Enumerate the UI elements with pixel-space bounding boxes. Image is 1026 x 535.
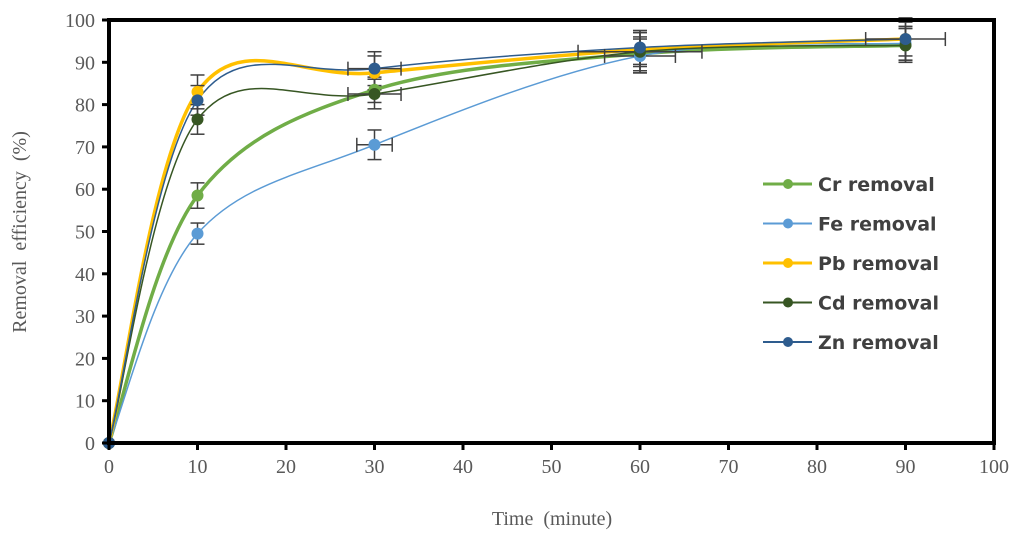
legend-swatch-marker bbox=[783, 337, 793, 347]
data-point-cd-removal bbox=[368, 88, 381, 101]
legend-item-cd-removal: Cd removal bbox=[763, 293, 939, 315]
y-axis-title: Removal efficiency (%) bbox=[9, 131, 31, 333]
series-line-fe-removal bbox=[108, 42, 906, 444]
y-tick-label: 10 bbox=[75, 391, 95, 413]
x-tick-label: 50 bbox=[542, 456, 562, 478]
x-axis-title: Time (minute) bbox=[492, 508, 612, 530]
y-tick-label: 80 bbox=[75, 95, 95, 117]
legend-label: Cd removal bbox=[818, 293, 939, 315]
series-line-cd-removal bbox=[108, 44, 906, 444]
y-tick-label: 100 bbox=[65, 10, 95, 32]
legend-item-pb-removal: Pb removal bbox=[763, 253, 939, 275]
x-tick-label: 60 bbox=[630, 456, 650, 478]
y-tick-label: 50 bbox=[75, 222, 95, 244]
data-point-cr-removal bbox=[191, 189, 204, 202]
x-tick-label: 10 bbox=[188, 456, 208, 478]
data-point-fe-removal bbox=[368, 138, 381, 151]
legend-swatch-marker bbox=[783, 297, 793, 308]
data-point-zn-removal bbox=[368, 62, 381, 75]
plot-area bbox=[103, 17, 947, 449]
legend-swatch-marker bbox=[783, 258, 793, 268]
series-line-pb-removal bbox=[107, 37, 906, 444]
legend-label: Zn removal bbox=[818, 332, 939, 354]
legend-item-cr-removal: Cr removal bbox=[763, 174, 935, 196]
x-tick-label: 0 bbox=[104, 456, 114, 478]
legend-swatch-marker bbox=[783, 179, 793, 189]
series-line-zn-removal bbox=[108, 38, 906, 444]
legend-label: Cr removal bbox=[818, 174, 935, 196]
x-tick-label: 40 bbox=[453, 456, 473, 478]
y-tick-label: 0 bbox=[85, 433, 95, 455]
data-point-cd-removal bbox=[191, 113, 204, 126]
data-point-pb-removal bbox=[191, 85, 204, 98]
x-tick-label: 70 bbox=[719, 456, 739, 478]
data-point-fe-removal bbox=[191, 227, 204, 240]
legend-label: Pb removal bbox=[818, 253, 939, 275]
x-tick-label: 90 bbox=[896, 456, 916, 478]
y-tick-label: 40 bbox=[75, 264, 95, 286]
x-tick-label: 100 bbox=[979, 456, 1009, 478]
y-tick-label: 20 bbox=[75, 348, 95, 370]
legend: Cr removal Fe removal Pb removal Cd removal… bbox=[763, 174, 939, 354]
series-line-cr-removal bbox=[107, 43, 906, 444]
x-tick-label: 80 bbox=[807, 456, 827, 478]
legend-item-zn-removal: Zn removal bbox=[763, 332, 939, 354]
x-tick-label: 20 bbox=[276, 456, 296, 478]
data-point-zn-removal bbox=[899, 33, 912, 46]
data-point-zn-removal bbox=[191, 94, 204, 107]
y-tick-label: 90 bbox=[75, 52, 95, 74]
legend-swatch-marker bbox=[783, 218, 793, 229]
x-tick-label: 30 bbox=[365, 456, 385, 478]
data-point-zn-removal bbox=[634, 41, 646, 54]
legend-item-fe-removal: Fe removal bbox=[763, 214, 937, 236]
y-tick-label: 30 bbox=[75, 306, 95, 328]
legend-label: Fe removal bbox=[818, 214, 937, 236]
y-tick-label: 70 bbox=[75, 137, 95, 159]
y-tick-label: 60 bbox=[75, 179, 95, 201]
